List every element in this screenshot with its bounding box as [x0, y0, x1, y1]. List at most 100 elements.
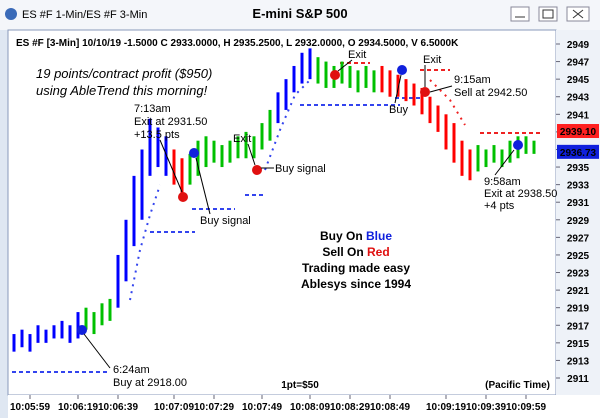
timezone: (Pacific Time): [485, 380, 550, 391]
buy-note: Buy On Blue: [320, 229, 392, 243]
price-axis: [556, 30, 600, 395]
time-axis: [8, 395, 600, 418]
plot-area: [7, 29, 557, 396]
arrow: [195, 157, 211, 215]
x-tick-label: 10:09:59: [506, 402, 546, 413]
y-tick-label: 2941: [567, 110, 590, 121]
annotation: Sell at 2942.50: [454, 87, 527, 99]
y-tick-label: 2927: [567, 233, 590, 244]
note-color: Blue: [366, 229, 392, 243]
x-tick-label: 10:08:49: [370, 402, 410, 413]
y-tick-label: 2949: [567, 40, 590, 51]
note-text: Sell On: [322, 245, 363, 259]
price-bars: [12, 48, 536, 352]
bar-info: ES #F [3-Min] 10/10/19 -1.5000 C 2933.00…: [16, 38, 459, 49]
x-tick-label: 10:05:59: [10, 402, 50, 413]
title-bar: [0, 0, 600, 30]
exit-dot: [252, 165, 262, 175]
annotation: using AbleTrend this morning!: [36, 83, 208, 98]
stop-dots: [264, 79, 311, 171]
annotation: Buy: [389, 104, 408, 116]
company: Ablesys since 1994: [301, 277, 411, 291]
annotation: Buy at 2918.00: [113, 377, 187, 389]
x-tick-label: 10:09:39: [466, 402, 506, 413]
annotation: Exit at 2931.50: [134, 116, 207, 128]
annotation: Exit at 2938.50: [484, 188, 557, 200]
icon: [572, 9, 584, 19]
annotation: Exit: [423, 54, 441, 66]
annotation: Buy signal: [275, 163, 326, 175]
window-title: ES #F 1-Min/ES #F 3-Min: [22, 9, 147, 21]
arrow: [83, 333, 111, 369]
price-label: 2936.73: [560, 148, 597, 159]
annotation: 7:13am: [134, 103, 171, 115]
annotation: 6:24am: [113, 364, 150, 376]
arrow: [494, 149, 515, 176]
annotation: Buy signal: [200, 215, 251, 227]
exit-dot: [513, 140, 523, 150]
arrow: [337, 59, 353, 72]
price-label-box: [557, 144, 599, 159]
y-tick-label: 2923: [567, 269, 590, 280]
sell-note: Sell On Red: [322, 245, 389, 259]
stop-dots: [429, 79, 466, 126]
y-tick-label: 2917: [567, 321, 590, 332]
y-tick-label: 2935: [567, 163, 590, 174]
annotation: 9:58am: [484, 176, 521, 188]
y-tick-label: 2933: [567, 181, 590, 192]
y-tick-label: 2947: [567, 58, 590, 69]
x-tick-label: 10:07:29: [194, 402, 234, 413]
signal-dots: [77, 65, 523, 335]
exit-dot: [178, 192, 188, 202]
x-tick-label: 10:07:09: [154, 402, 194, 413]
x-tick-label: 10:06:39: [98, 402, 138, 413]
annotation: +4 pts: [484, 200, 515, 212]
annotation: Exit: [233, 133, 251, 145]
annotation: 9:15am: [454, 74, 491, 86]
sell-dot: [420, 87, 430, 97]
exit-dot: [330, 70, 340, 80]
x-tick-label: 10:07:49: [242, 402, 282, 413]
annotation: 19 points/contract profit ($950): [36, 66, 212, 81]
x-tick-label: 10:08:29: [330, 402, 370, 413]
x-tick-label: 10:06:19: [58, 402, 98, 413]
chart-title: E-mini S&P 500: [252, 6, 347, 21]
y-tick-label: 2911: [567, 374, 589, 385]
arrow: [159, 139, 183, 193]
x-tick-label: 10:08:09: [290, 402, 330, 413]
slogan: Trading made easy: [302, 261, 410, 275]
arrow: [394, 74, 402, 104]
y-tick-label: 2945: [567, 75, 590, 86]
y-tick-label: 2925: [567, 251, 590, 262]
maximize-button[interactable]: [538, 6, 558, 22]
app-icon: [5, 8, 17, 20]
note-color: Red: [367, 245, 390, 259]
y-tick-label: 2943: [567, 93, 590, 104]
buy-dot: [189, 148, 199, 158]
price-label: 2939.10: [560, 127, 597, 138]
center-note: Buy On Blue Sell On Red Trading made eas…: [301, 229, 411, 291]
icon: [542, 9, 554, 19]
arrow: [429, 85, 453, 93]
buy-dot: [397, 65, 407, 75]
x-tick-label: 10:09:19: [426, 402, 466, 413]
annotation: Exit: [348, 49, 366, 61]
annotations: 19 points/contract profit ($950) using Ab…: [36, 49, 557, 389]
y-tick-label: 2931: [567, 198, 590, 209]
price-label-box: [557, 124, 599, 139]
window-buttons: [510, 6, 590, 22]
buy-dot: [77, 325, 87, 335]
minimize-button[interactable]: [510, 6, 530, 22]
point-value: 1pt=$50: [281, 380, 319, 391]
y-tick-label: 2921: [567, 286, 590, 297]
y-tick-label: 2929: [567, 216, 590, 227]
arrow: [247, 143, 256, 166]
stop-lines: [12, 62, 540, 373]
arrows: [83, 59, 515, 369]
y-tick-label: 2919: [567, 304, 590, 315]
y-tick-label: 2915: [567, 339, 590, 350]
annotation: +13.5 pts: [134, 129, 180, 141]
y-tick-label: 2913: [567, 356, 590, 367]
note-text: Buy On: [320, 229, 363, 243]
